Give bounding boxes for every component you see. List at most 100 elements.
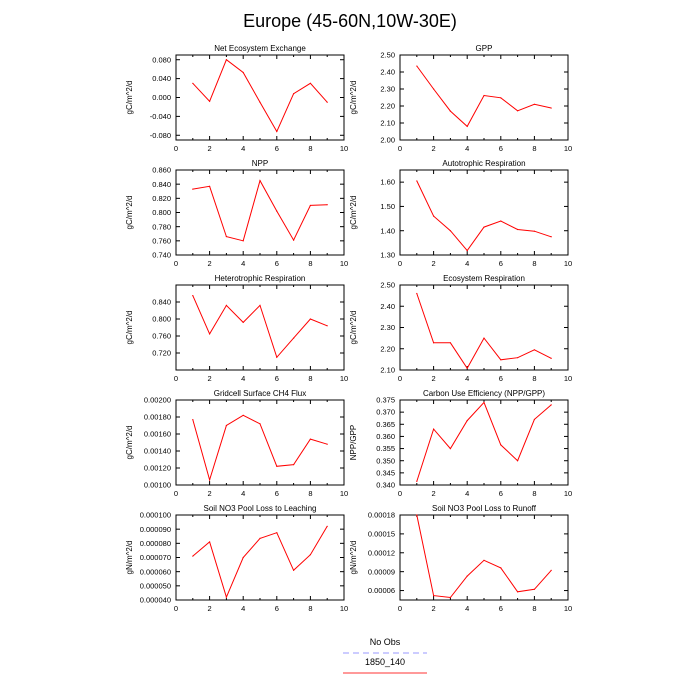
data-point — [416, 480, 418, 482]
y-tick-label: 0.840 — [152, 298, 171, 307]
y-tick-label: 0.370 — [376, 408, 395, 417]
panel-9: Soil NO3 Pool Loss to Runoff gN/m^2/d 0 2 4 6… — [349, 504, 572, 613]
panel-7: Carbon Use Efficiency (NPP/GPP) NPP/GPP 0 2… — [349, 389, 572, 498]
data-point — [449, 342, 451, 344]
data-point — [433, 594, 435, 597]
y-axis-label: gC/m^2/d — [349, 311, 358, 345]
y-tick-label: 0.355 — [376, 444, 395, 453]
y-tick-label: 1.50 — [380, 202, 395, 211]
y-tick-label: 0.00200 — [144, 396, 171, 405]
data-point — [209, 333, 211, 335]
x-tick-label: 6 — [275, 144, 279, 153]
panel-title: Soil NO3 Pool Loss to Leaching — [204, 504, 317, 513]
data-point — [550, 236, 552, 238]
y-tick-label: 0.00100 — [144, 481, 171, 490]
x-tick-label: 10 — [340, 259, 348, 268]
x-tick-label: 10 — [564, 604, 572, 613]
series-line — [192, 58, 328, 133]
data-point — [449, 447, 451, 450]
data-point — [466, 367, 468, 369]
data-point — [500, 97, 502, 99]
plot-frame — [175, 514, 345, 601]
y-tick-label: 2.10 — [380, 366, 395, 375]
x-tick-label: 4 — [465, 604, 469, 613]
data-point — [276, 210, 278, 212]
y-axis-label: gN/m^2/d — [349, 541, 358, 575]
data-point — [449, 596, 451, 599]
data-point — [483, 337, 485, 339]
y-tick-label: 2.10 — [380, 119, 395, 128]
data-point — [326, 204, 328, 206]
y-tick-label: 0.000050 — [140, 581, 171, 590]
panel-title: Gridcell Surface CH4 Flux — [214, 389, 306, 398]
data-point — [433, 88, 435, 90]
y-tick-label: 0.760 — [152, 332, 171, 341]
x-tick-label: 10 — [564, 489, 572, 498]
x-tick-label: 2 — [432, 259, 436, 268]
series-line — [416, 65, 552, 128]
y-axis-label: gC/m^2/d — [125, 426, 134, 460]
data-point — [449, 110, 451, 112]
y-tick-label: 0.080 — [152, 55, 171, 64]
panel-5: Ecosystem Respiration gC/m^2/d 0 2 4 6 8 10 2.10… — [349, 274, 572, 383]
x-tick-label: 4 — [241, 604, 245, 613]
data-point — [483, 226, 485, 228]
x-tick-label: 6 — [275, 259, 279, 268]
data-point — [309, 82, 311, 84]
y-axis-label: NPP/GPP — [349, 425, 358, 461]
x-tick-label: 10 — [340, 374, 348, 383]
plot-frame — [399, 54, 569, 141]
data-point — [276, 130, 278, 133]
y-tick-label: 0.00018 — [368, 511, 395, 520]
data-point — [550, 404, 552, 406]
y-tick-label: 2.30 — [380, 323, 395, 332]
legend-label: 1850_140 — [365, 657, 405, 667]
x-tick-label: 4 — [241, 489, 245, 498]
data-point — [433, 428, 435, 430]
data-point — [326, 325, 328, 327]
y-tick-label: 0.720 — [152, 349, 171, 358]
y-tick-label: 0.000 — [152, 93, 171, 102]
y-tick-label: 0.00012 — [368, 548, 395, 557]
y-tick-label: 0.340 — [376, 481, 395, 490]
data-point — [242, 556, 244, 559]
x-tick-label: 4 — [241, 259, 245, 268]
y-tick-label: 0.740 — [152, 251, 171, 260]
data-point — [449, 230, 451, 232]
series-line — [192, 526, 328, 599]
x-tick-label: 0 — [174, 604, 178, 613]
data-point — [209, 100, 211, 102]
y-tick-label: 0.00140 — [144, 447, 171, 456]
data-point — [466, 250, 468, 252]
y-tick-label: -0.080 — [150, 131, 171, 140]
data-point — [259, 180, 261, 182]
y-tick-label: 0.00006 — [368, 586, 395, 595]
x-tick-label: 8 — [532, 259, 536, 268]
data-point — [533, 349, 536, 351]
series-line — [192, 414, 328, 482]
y-tick-label: 0.000100 — [140, 511, 171, 520]
data-point — [500, 220, 502, 222]
y-tick-label: 0.840 — [152, 180, 171, 189]
data-point — [500, 444, 502, 446]
x-tick-label: 8 — [532, 604, 536, 613]
data-point — [533, 103, 536, 105]
y-tick-label: 0.00160 — [144, 430, 171, 439]
data-point — [192, 555, 194, 557]
y-tick-label: 0.375 — [376, 396, 395, 405]
data-point — [416, 180, 418, 182]
x-tick-label: 8 — [308, 374, 312, 383]
panel-title: Soil NO3 Pool Loss to Runoff — [432, 504, 537, 513]
data-point — [242, 71, 244, 74]
x-tick-label: 8 — [532, 144, 536, 153]
panel-title: Heterotrophic Respiration — [215, 274, 306, 283]
y-tick-label: 0.00180 — [144, 413, 171, 422]
x-tick-label: 2 — [432, 144, 436, 153]
data-point — [293, 569, 295, 571]
data-point — [225, 59, 227, 61]
x-tick-label: 8 — [532, 489, 536, 498]
x-tick-label: 6 — [499, 374, 503, 383]
y-tick-label: 0.800 — [152, 315, 171, 324]
x-tick-label: 6 — [275, 374, 279, 383]
